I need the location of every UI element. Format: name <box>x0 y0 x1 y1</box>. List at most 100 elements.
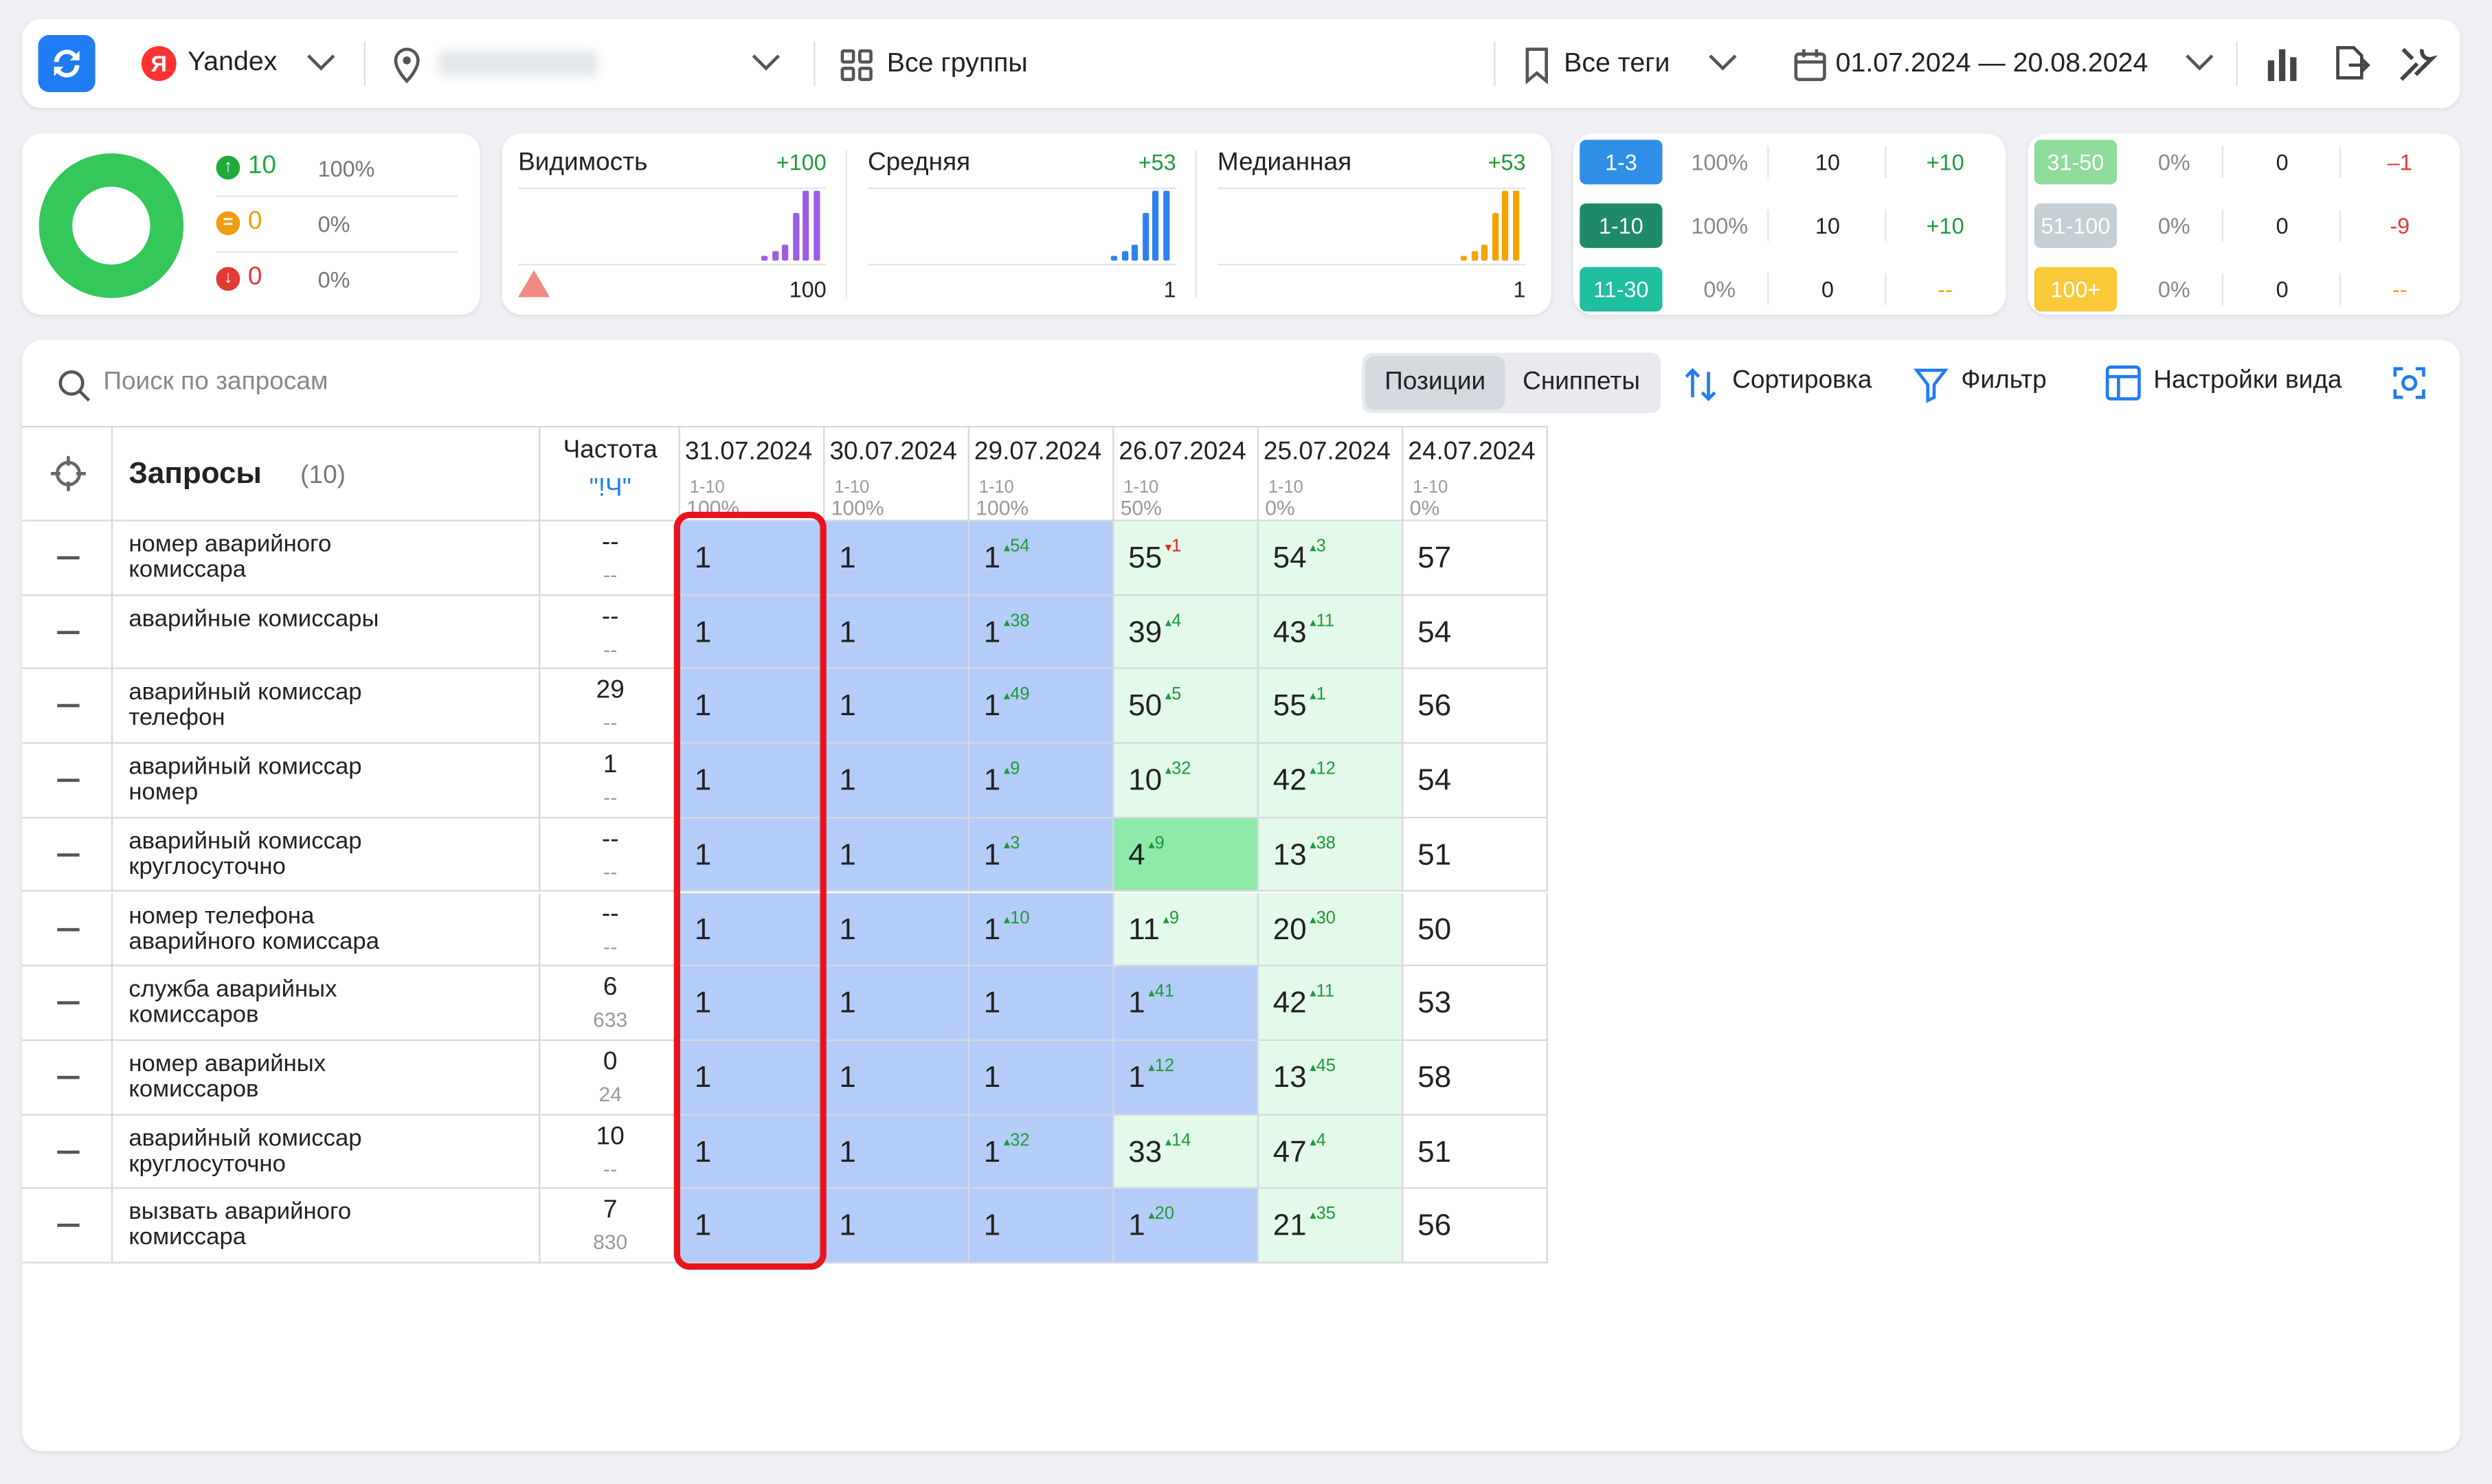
position: 56 <box>1417 690 1452 724</box>
row-toggle[interactable] <box>22 595 113 670</box>
separator <box>1195 149 1197 299</box>
position-delta: 1 <box>1165 537 1181 556</box>
chevron[interactable] <box>2184 51 2215 73</box>
position-delta: 11 <box>1310 611 1334 631</box>
range-badge: 100+ <box>2034 267 2118 312</box>
position-cell: 138 <box>969 595 1114 670</box>
freq: -- <box>601 826 619 853</box>
row-toggle[interactable] <box>22 521 113 596</box>
chevron[interactable] <box>305 51 337 73</box>
row-toggle[interactable] <box>22 818 113 892</box>
chart-button[interactable] <box>2263 45 2304 83</box>
row-toggle[interactable] <box>22 743 113 818</box>
engine[interactable]: Yandex <box>187 46 278 77</box>
range-badge: 31-50 <box>2034 139 2118 185</box>
position-cell: 56 <box>1403 669 1548 744</box>
position-cell: 110 <box>969 892 1114 967</box>
position-cell: 13 <box>969 818 1114 892</box>
position: 54 <box>1417 764 1452 798</box>
metric-line <box>1217 263 1526 266</box>
tags[interactable]: Все теги <box>1564 47 1670 78</box>
date-range: 1-10 <box>689 478 725 498</box>
export-button[interactable] <box>2330 43 2371 84</box>
chevron[interactable] <box>1707 51 1738 73</box>
position: 1 <box>694 764 712 798</box>
spark-bar <box>813 190 820 261</box>
date-header: 31.07.2024 1-10 100% <box>680 425 825 521</box>
position: 54 <box>1417 616 1452 650</box>
position-cell: 132 <box>969 1114 1114 1189</box>
position: 1 <box>839 912 856 947</box>
freq-cell: 6 633 <box>540 966 681 1041</box>
position: 1 <box>839 541 856 576</box>
metric-line <box>518 263 827 266</box>
freq-cell: 7 830 <box>540 1189 681 1263</box>
position: 110 <box>984 908 1030 948</box>
status-count: 0 <box>247 208 262 236</box>
action-button[interactable]: Сортировка <box>1732 367 1872 394</box>
blurred-location <box>438 51 598 77</box>
spark-bar <box>772 251 778 261</box>
position: 1 <box>694 1135 712 1169</box>
freq-secondary: -- <box>603 710 618 735</box>
position: 2030 <box>1273 908 1336 948</box>
position-cell: 3314 <box>1114 1114 1259 1189</box>
range-badge: 11-30 <box>1580 267 1663 312</box>
row-toggle[interactable] <box>22 1114 113 1189</box>
position-delta: 1 <box>1310 686 1325 705</box>
action-button[interactable]: Фильтр <box>1961 367 2047 394</box>
row-toggle[interactable] <box>22 669 113 744</box>
position-delta: 12 <box>1148 1057 1174 1076</box>
search-input[interactable]: Поиск по запросам <box>103 368 328 396</box>
separator <box>2221 146 2224 179</box>
row-toggle[interactable] <box>22 1040 113 1115</box>
separator <box>1494 41 1496 86</box>
dash <box>57 704 80 708</box>
position-cell: 2030 <box>1258 892 1404 967</box>
tab[interactable]: Позиции <box>1365 356 1505 410</box>
position-cell: 551 <box>1258 669 1404 744</box>
position-cell: 1 <box>680 818 825 892</box>
query-cell: аварийный комиссар круглосуточно <box>113 1114 541 1189</box>
row-toggle[interactable] <box>22 966 113 1041</box>
position-cell: 1345 <box>1258 1040 1404 1115</box>
position-delta: 32 <box>1004 1131 1030 1150</box>
metric-value: 1 <box>1513 276 1526 302</box>
metric-label: Видимость <box>518 149 648 177</box>
action-button[interactable]: Настройки вида <box>2153 367 2342 394</box>
position-cell: 1 <box>680 743 825 818</box>
divider <box>216 195 458 197</box>
query-cell: аварийный комиссар номер <box>113 743 541 818</box>
chevron[interactable] <box>750 51 782 73</box>
date-pct: 100% <box>831 495 884 520</box>
range-badge: 51-100 <box>2034 203 2118 248</box>
position: 1 <box>694 1061 712 1095</box>
date-range[interactable]: 01.07.2024 — 20.08.2024 <box>1835 47 2148 78</box>
dash <box>57 778 80 783</box>
range-count: 10 <box>1815 212 1841 238</box>
refresh-button[interactable] <box>38 34 96 93</box>
position-delta: 9 <box>1148 834 1164 853</box>
position-delta: 41 <box>1148 982 1174 1002</box>
view-icon <box>2105 366 2141 401</box>
position-delta: 38 <box>1004 611 1030 631</box>
location-icon <box>394 47 420 84</box>
date: 31.07.2024 <box>684 438 813 466</box>
freq-cell: -- -- <box>540 892 681 967</box>
tools-button[interactable] <box>2396 43 2438 84</box>
row-toggle[interactable] <box>22 1189 113 1263</box>
position-cell: 543 <box>1258 521 1404 596</box>
tab[interactable]: Сниппеты <box>1523 368 1640 396</box>
ranges-card: 1-3 100% 10 +10 1-10 100% 10 +10 11-30 0% 0 -- <box>1573 133 2006 315</box>
target-icon[interactable] <box>49 455 88 493</box>
scan-icon[interactable] <box>2390 364 2429 403</box>
range-pct: 0% <box>2157 276 2190 302</box>
groups[interactable]: Все группы <box>886 47 1028 78</box>
query-cell: аварийный комиссар телефон <box>113 669 541 744</box>
position: 1 <box>839 1135 856 1169</box>
position-delta: 4 <box>1165 611 1181 631</box>
row-toggle[interactable] <box>22 892 113 967</box>
query-cell: номер телефона аварийного комиссара <box>113 892 541 967</box>
